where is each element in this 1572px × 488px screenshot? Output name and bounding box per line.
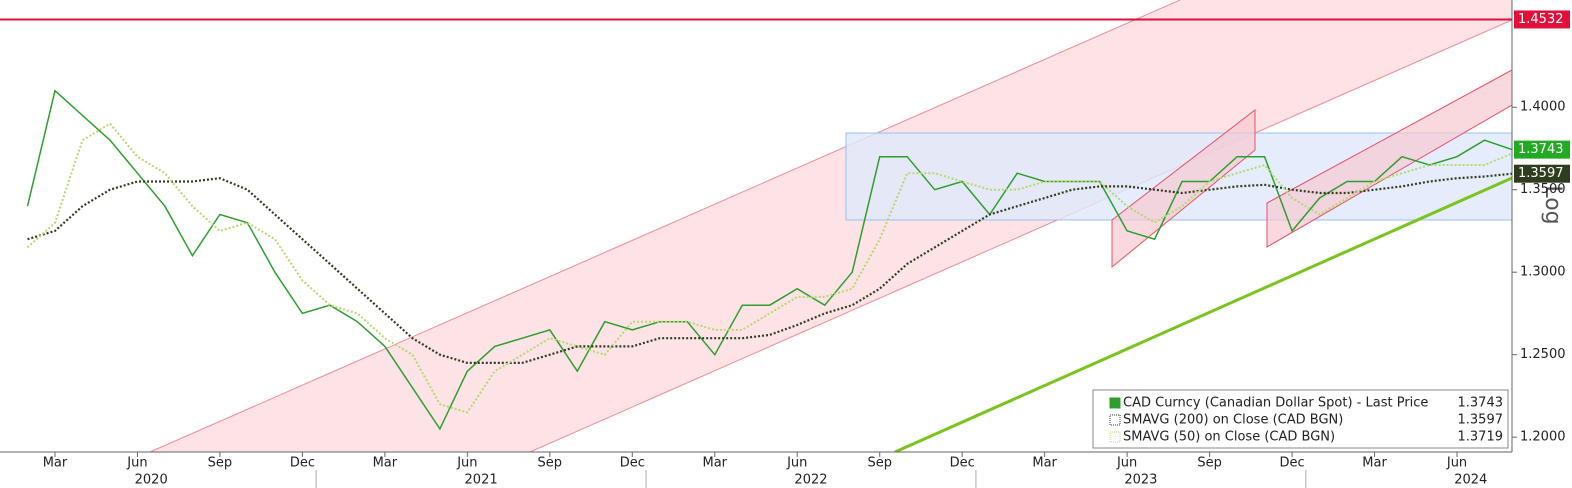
channel-line xyxy=(529,19,1512,452)
x-tick-label: Mar xyxy=(702,456,727,471)
x-tick-label: Sep xyxy=(867,456,892,471)
year-label: 2022 xyxy=(794,473,827,488)
price-tag xyxy=(1514,10,1570,29)
price-tag-label: 1.3743 xyxy=(1518,142,1564,157)
legend-swatch xyxy=(1109,431,1121,443)
legend-label: SMAVG (50) on Close (CAD BGN) xyxy=(1123,430,1335,445)
price-tag-label: 1.3597 xyxy=(1518,166,1564,181)
legend-value: 1.3719 xyxy=(1458,430,1504,445)
y-tick-label: 1.2500 xyxy=(1520,347,1566,362)
x-tick-label: Mar xyxy=(1032,456,1057,471)
x-tick-label: Sep xyxy=(1197,456,1222,471)
x-tick-label: Jun xyxy=(126,456,147,471)
year-label: 2021 xyxy=(465,473,498,488)
x-tick-label: Sep xyxy=(538,456,563,471)
y-tick-label: 1.2000 xyxy=(1520,430,1566,445)
channel-small xyxy=(1111,108,1256,269)
legend-label: SMAVG (200) on Close (CAD BGN) xyxy=(1123,413,1343,428)
y-tick-label: 1.3000 xyxy=(1520,265,1566,280)
year-label: 2023 xyxy=(1124,473,1157,488)
scale-label: Log xyxy=(1540,185,1565,224)
series-line xyxy=(27,172,1512,364)
year-label: 2024 xyxy=(1454,473,1487,488)
series-line xyxy=(26,89,1512,431)
y-tick-label: 1.3500 xyxy=(1520,182,1566,197)
x-tick-label: Dec xyxy=(950,456,975,471)
x-tick-label: Dec xyxy=(620,456,645,471)
legend-value: 1.3743 xyxy=(1458,396,1504,411)
channel xyxy=(150,0,1512,452)
x-tick-label: Mar xyxy=(43,456,68,471)
price-tag xyxy=(1514,164,1570,183)
y-tick-label: 1.4000 xyxy=(1520,100,1566,115)
legend-value: 1.3597 xyxy=(1458,413,1504,428)
price-tag xyxy=(1514,140,1570,159)
legend-swatch xyxy=(1109,397,1121,409)
x-tick-label: Sep xyxy=(208,456,233,471)
legend-box xyxy=(1092,389,1509,449)
trend-line xyxy=(894,176,1512,452)
price-tag-label: 1.4532 xyxy=(1518,12,1564,27)
x-tick-label: Mar xyxy=(373,456,398,471)
channel-small xyxy=(1266,69,1512,248)
x-tick-label: Jun xyxy=(1446,456,1467,471)
x-tick-label: Mar xyxy=(1362,456,1387,471)
x-tick-label: Jun xyxy=(1116,456,1137,471)
x-tick-label: Dec xyxy=(290,456,315,471)
legend-label: CAD Curncy (Canadian Dollar Spot) - Last… xyxy=(1123,396,1428,411)
legend: CAD Curncy (Canadian Dollar Spot) - Last… xyxy=(1092,389,1509,449)
year-label: 2020 xyxy=(135,473,168,488)
channel-line xyxy=(149,0,1181,452)
x-tick-label: Jun xyxy=(786,456,807,471)
legend-swatch xyxy=(1109,414,1121,426)
x-tick-label: Dec xyxy=(1279,456,1304,471)
x-tick-label: Jun xyxy=(456,456,477,471)
drawings xyxy=(149,0,1512,452)
